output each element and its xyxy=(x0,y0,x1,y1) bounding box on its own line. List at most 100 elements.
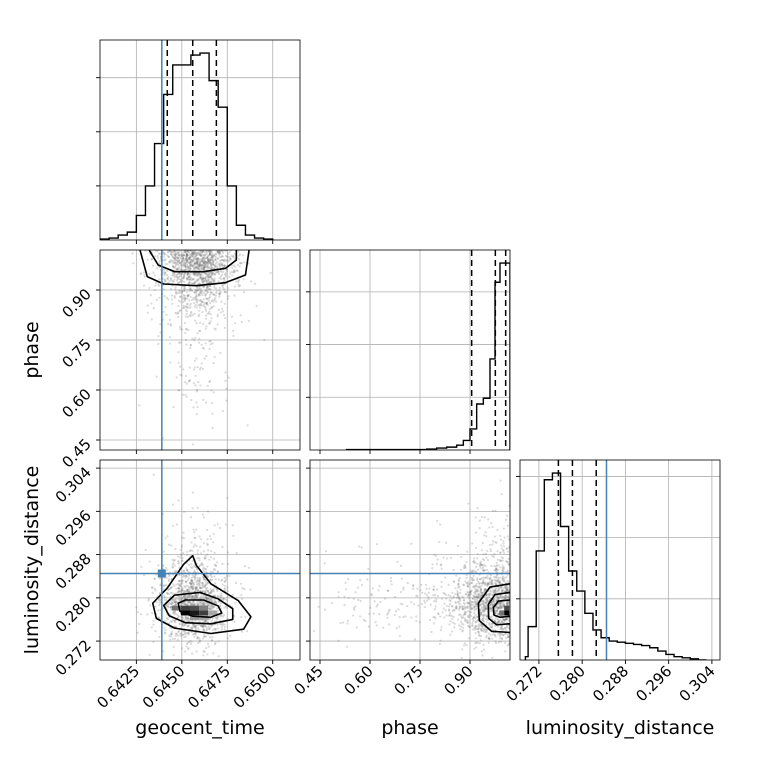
sample-point xyxy=(191,264,194,267)
sample-point xyxy=(195,253,198,256)
sample-point xyxy=(206,265,209,268)
sample-point xyxy=(208,288,211,291)
sample-point xyxy=(152,623,155,626)
sample-point xyxy=(483,607,486,610)
sample-point xyxy=(201,277,204,280)
sample-point xyxy=(203,591,207,594)
sample-point xyxy=(217,250,220,253)
sample-point xyxy=(457,580,460,583)
sample-point xyxy=(188,268,191,272)
sample-point xyxy=(209,598,212,601)
sample-point xyxy=(490,582,493,585)
sample-point xyxy=(198,321,202,324)
sample-point xyxy=(154,255,157,258)
sample-point xyxy=(205,273,208,276)
sample-point xyxy=(476,562,479,566)
sample-point xyxy=(499,621,502,625)
sample-point xyxy=(176,638,179,642)
contour-level-2 xyxy=(487,591,510,626)
sample-point xyxy=(189,585,192,589)
sample-point xyxy=(150,586,154,589)
sample-point xyxy=(207,597,210,600)
sample-point xyxy=(484,598,488,601)
sample-point xyxy=(506,602,509,606)
sample-point xyxy=(488,594,491,597)
sample-point xyxy=(174,625,177,628)
sample-point xyxy=(192,368,196,371)
sample-point xyxy=(433,553,436,556)
sample-point xyxy=(179,257,182,260)
sample-point xyxy=(508,597,510,600)
sample-point xyxy=(175,262,178,266)
sample-point xyxy=(218,270,221,273)
sample-point xyxy=(482,614,485,617)
sample-point xyxy=(477,623,480,626)
sample-point xyxy=(201,259,204,262)
density-block xyxy=(180,605,190,611)
sample-point xyxy=(500,547,503,550)
sample-point xyxy=(180,579,183,582)
sample-point xyxy=(495,570,498,573)
sample-point xyxy=(191,626,194,629)
sample-point xyxy=(182,262,185,266)
sample-point xyxy=(190,582,193,585)
sample-point xyxy=(439,639,442,642)
sample-point xyxy=(223,279,226,282)
sample-point xyxy=(387,612,390,615)
sample-point xyxy=(195,544,198,548)
sample-point xyxy=(475,620,478,624)
sample-point xyxy=(494,582,498,586)
sample-point xyxy=(204,619,207,623)
sample-point xyxy=(490,579,493,582)
sample-point xyxy=(198,330,201,333)
sample-point xyxy=(508,635,510,638)
sample-point xyxy=(170,544,173,547)
sample-point xyxy=(468,613,471,617)
sample-point xyxy=(208,636,212,639)
sample-point xyxy=(233,285,236,288)
sample-point xyxy=(396,560,399,563)
sample-point xyxy=(484,598,488,601)
sample-point xyxy=(459,588,462,591)
sample-point xyxy=(170,250,174,253)
sample-point xyxy=(177,582,180,586)
sample-point xyxy=(176,614,180,617)
sample-point xyxy=(454,601,457,604)
sample-point xyxy=(215,601,218,604)
sample-point xyxy=(201,585,205,588)
sample-point xyxy=(455,596,459,599)
sample-point xyxy=(210,389,213,392)
sample-point xyxy=(205,280,208,283)
sample-point xyxy=(191,337,194,340)
sample-point xyxy=(486,582,489,585)
sample-point xyxy=(159,323,162,326)
sample-point xyxy=(467,616,470,619)
sample-point xyxy=(489,606,492,610)
sample-point xyxy=(495,599,498,603)
sample-point xyxy=(487,518,490,521)
sample-point xyxy=(220,250,224,252)
sample-point xyxy=(200,291,203,294)
sample-point xyxy=(433,607,437,611)
sample-point xyxy=(488,637,491,640)
sample-point xyxy=(177,251,180,254)
sample-point xyxy=(208,252,211,255)
sample-point xyxy=(185,291,189,294)
sample-point xyxy=(213,277,216,280)
sample-point xyxy=(213,620,217,623)
sample-point xyxy=(148,653,151,656)
sample-point xyxy=(212,260,215,264)
sample-point xyxy=(186,273,189,276)
sample-point xyxy=(506,595,510,598)
sample-point xyxy=(198,579,201,583)
sample-point xyxy=(186,617,190,620)
sample-point xyxy=(209,265,213,268)
sample-point xyxy=(227,260,230,263)
sample-point xyxy=(186,631,190,634)
sample-point xyxy=(498,587,501,590)
sample-point xyxy=(432,616,435,619)
sample-point xyxy=(484,607,487,610)
sample-point xyxy=(213,600,217,603)
sample-point xyxy=(226,259,229,262)
sample-point xyxy=(172,251,175,254)
